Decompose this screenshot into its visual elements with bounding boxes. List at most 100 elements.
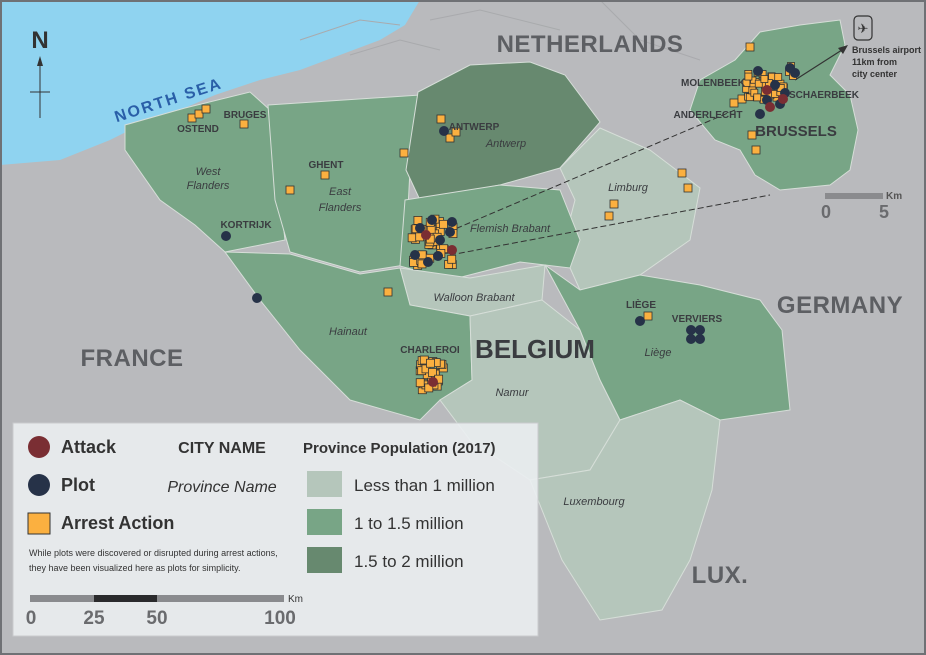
arrest-marker [745, 42, 755, 52]
province-label-east-flanders-1: East [329, 186, 352, 198]
province-label-liege: Liège [645, 347, 672, 359]
attack-marker [762, 85, 772, 95]
scale-seg-1 [30, 595, 94, 602]
arrest-marker [753, 93, 762, 102]
dutch-islands [299, 0, 701, 61]
attack-marker [765, 102, 775, 112]
plot-marker [686, 325, 696, 335]
city-kortrijk: KORTRIJK [220, 220, 272, 231]
north-arrow-icon [30, 56, 50, 118]
attack-icon [28, 436, 50, 458]
city-molenbeek: MOLENBEEK [681, 78, 746, 89]
attack-marker [428, 377, 438, 387]
province-label-east-flanders-2: Flanders [319, 202, 362, 214]
plot-marker [252, 293, 262, 303]
city-ghent: GHENT [309, 160, 344, 171]
plot-marker [435, 235, 445, 245]
plot-marker [755, 109, 765, 119]
province-label-west-flanders-2: Flanders [187, 180, 230, 192]
pop-high-swatch [307, 547, 342, 573]
airport-arrow [794, 47, 846, 81]
city-charleroi: CHARLEROI [400, 345, 460, 356]
france-label: FRANCE [81, 345, 184, 372]
inset-scale-unit: Km [886, 191, 902, 202]
arrest-marker [604, 211, 614, 221]
arrest-marker [744, 72, 753, 81]
plot-marker [447, 217, 457, 227]
inset-scale-bar [825, 193, 883, 199]
attack-marker [421, 230, 431, 240]
arrest-marker [436, 114, 446, 124]
inset-leader-lines [447, 109, 771, 256]
arrest-marker [428, 368, 437, 377]
plot-marker [695, 325, 705, 335]
airport-arrowhead-icon [838, 45, 848, 54]
north-sea [0, 0, 420, 165]
plot-marker [433, 251, 443, 261]
airplane-icon [853, 15, 873, 41]
arrest-marker [383, 287, 393, 297]
netherlands-label: NETHERLANDS [497, 31, 684, 58]
city-liege: LIÈGE [626, 298, 656, 311]
city-antwerp: ANTWERP [449, 122, 500, 133]
arrest-marker [683, 183, 693, 193]
legend: Attack Plot Arrest Action CITY NAME Prov… [12, 422, 539, 637]
province-label-limburg: Limburg [608, 182, 649, 194]
plot-marker [790, 68, 800, 78]
arrest-marker [760, 75, 769, 83]
province-label-walloon-brabant: Walloon Brabant [433, 292, 515, 304]
plot-marker [439, 126, 449, 136]
luxembourg-label: LUX. [692, 562, 749, 589]
arrest-marker [609, 199, 619, 209]
pop-mid-swatch [307, 509, 342, 535]
arrest-marker [201, 104, 211, 114]
plot-icon [28, 474, 50, 496]
arrest-marker [751, 145, 761, 155]
plot-marker [445, 227, 455, 237]
arrest-icon [27, 512, 51, 535]
province-luxembourg [529, 399, 721, 621]
scale-unit: Km [288, 594, 303, 605]
airport-line-3: city center [852, 69, 898, 79]
inset-scale-start: 0 [821, 202, 831, 222]
province-label-antwerp: Antwerp [485, 138, 526, 150]
plot-marker [753, 66, 763, 76]
legend-arrest: Arrest Action [61, 513, 174, 533]
airport-line-2: 11km from [852, 57, 897, 67]
province-antwerp [405, 61, 601, 201]
legend-city-name: CITY NAME [178, 440, 266, 457]
plot-marker [770, 80, 780, 90]
airplane-glyph-icon: ✈ [858, 21, 869, 36]
markers [187, 42, 800, 395]
legend-population-title: Province Population (2017) [303, 440, 496, 457]
attack-marker [447, 245, 457, 255]
arrest-marker [729, 98, 739, 108]
city-ostend: OSTEND [177, 124, 219, 135]
plot-marker [686, 334, 696, 344]
pop-low-swatch [307, 471, 342, 497]
scale-tick-100: 100 [264, 608, 296, 629]
plot-marker [221, 231, 231, 241]
plot-marker [635, 316, 645, 326]
arrest-marker [747, 130, 757, 140]
city-bruges: BRUGES [224, 110, 267, 121]
province-east-flanders [267, 94, 421, 273]
pop-low-label: Less than 1 million [354, 476, 495, 495]
arrest-marker [415, 378, 425, 388]
arrest-marker [451, 127, 461, 137]
north-label: N [31, 27, 48, 54]
arrest-marker [439, 219, 448, 229]
legend-province-name: Province Name [167, 479, 276, 496]
city-brussels: BRUSSELS [755, 123, 837, 140]
legend-note-1: While plots were discovered or disrupted… [29, 548, 278, 558]
arrest-marker [774, 73, 783, 81]
attack-marker [778, 94, 788, 104]
arrest-marker [445, 133, 455, 143]
arrest-marker [239, 119, 249, 129]
province-label-west-flanders-1: West [196, 166, 222, 178]
plot-marker [427, 215, 437, 225]
province-west-flanders [124, 91, 286, 253]
scale-seg-2 [94, 595, 157, 602]
